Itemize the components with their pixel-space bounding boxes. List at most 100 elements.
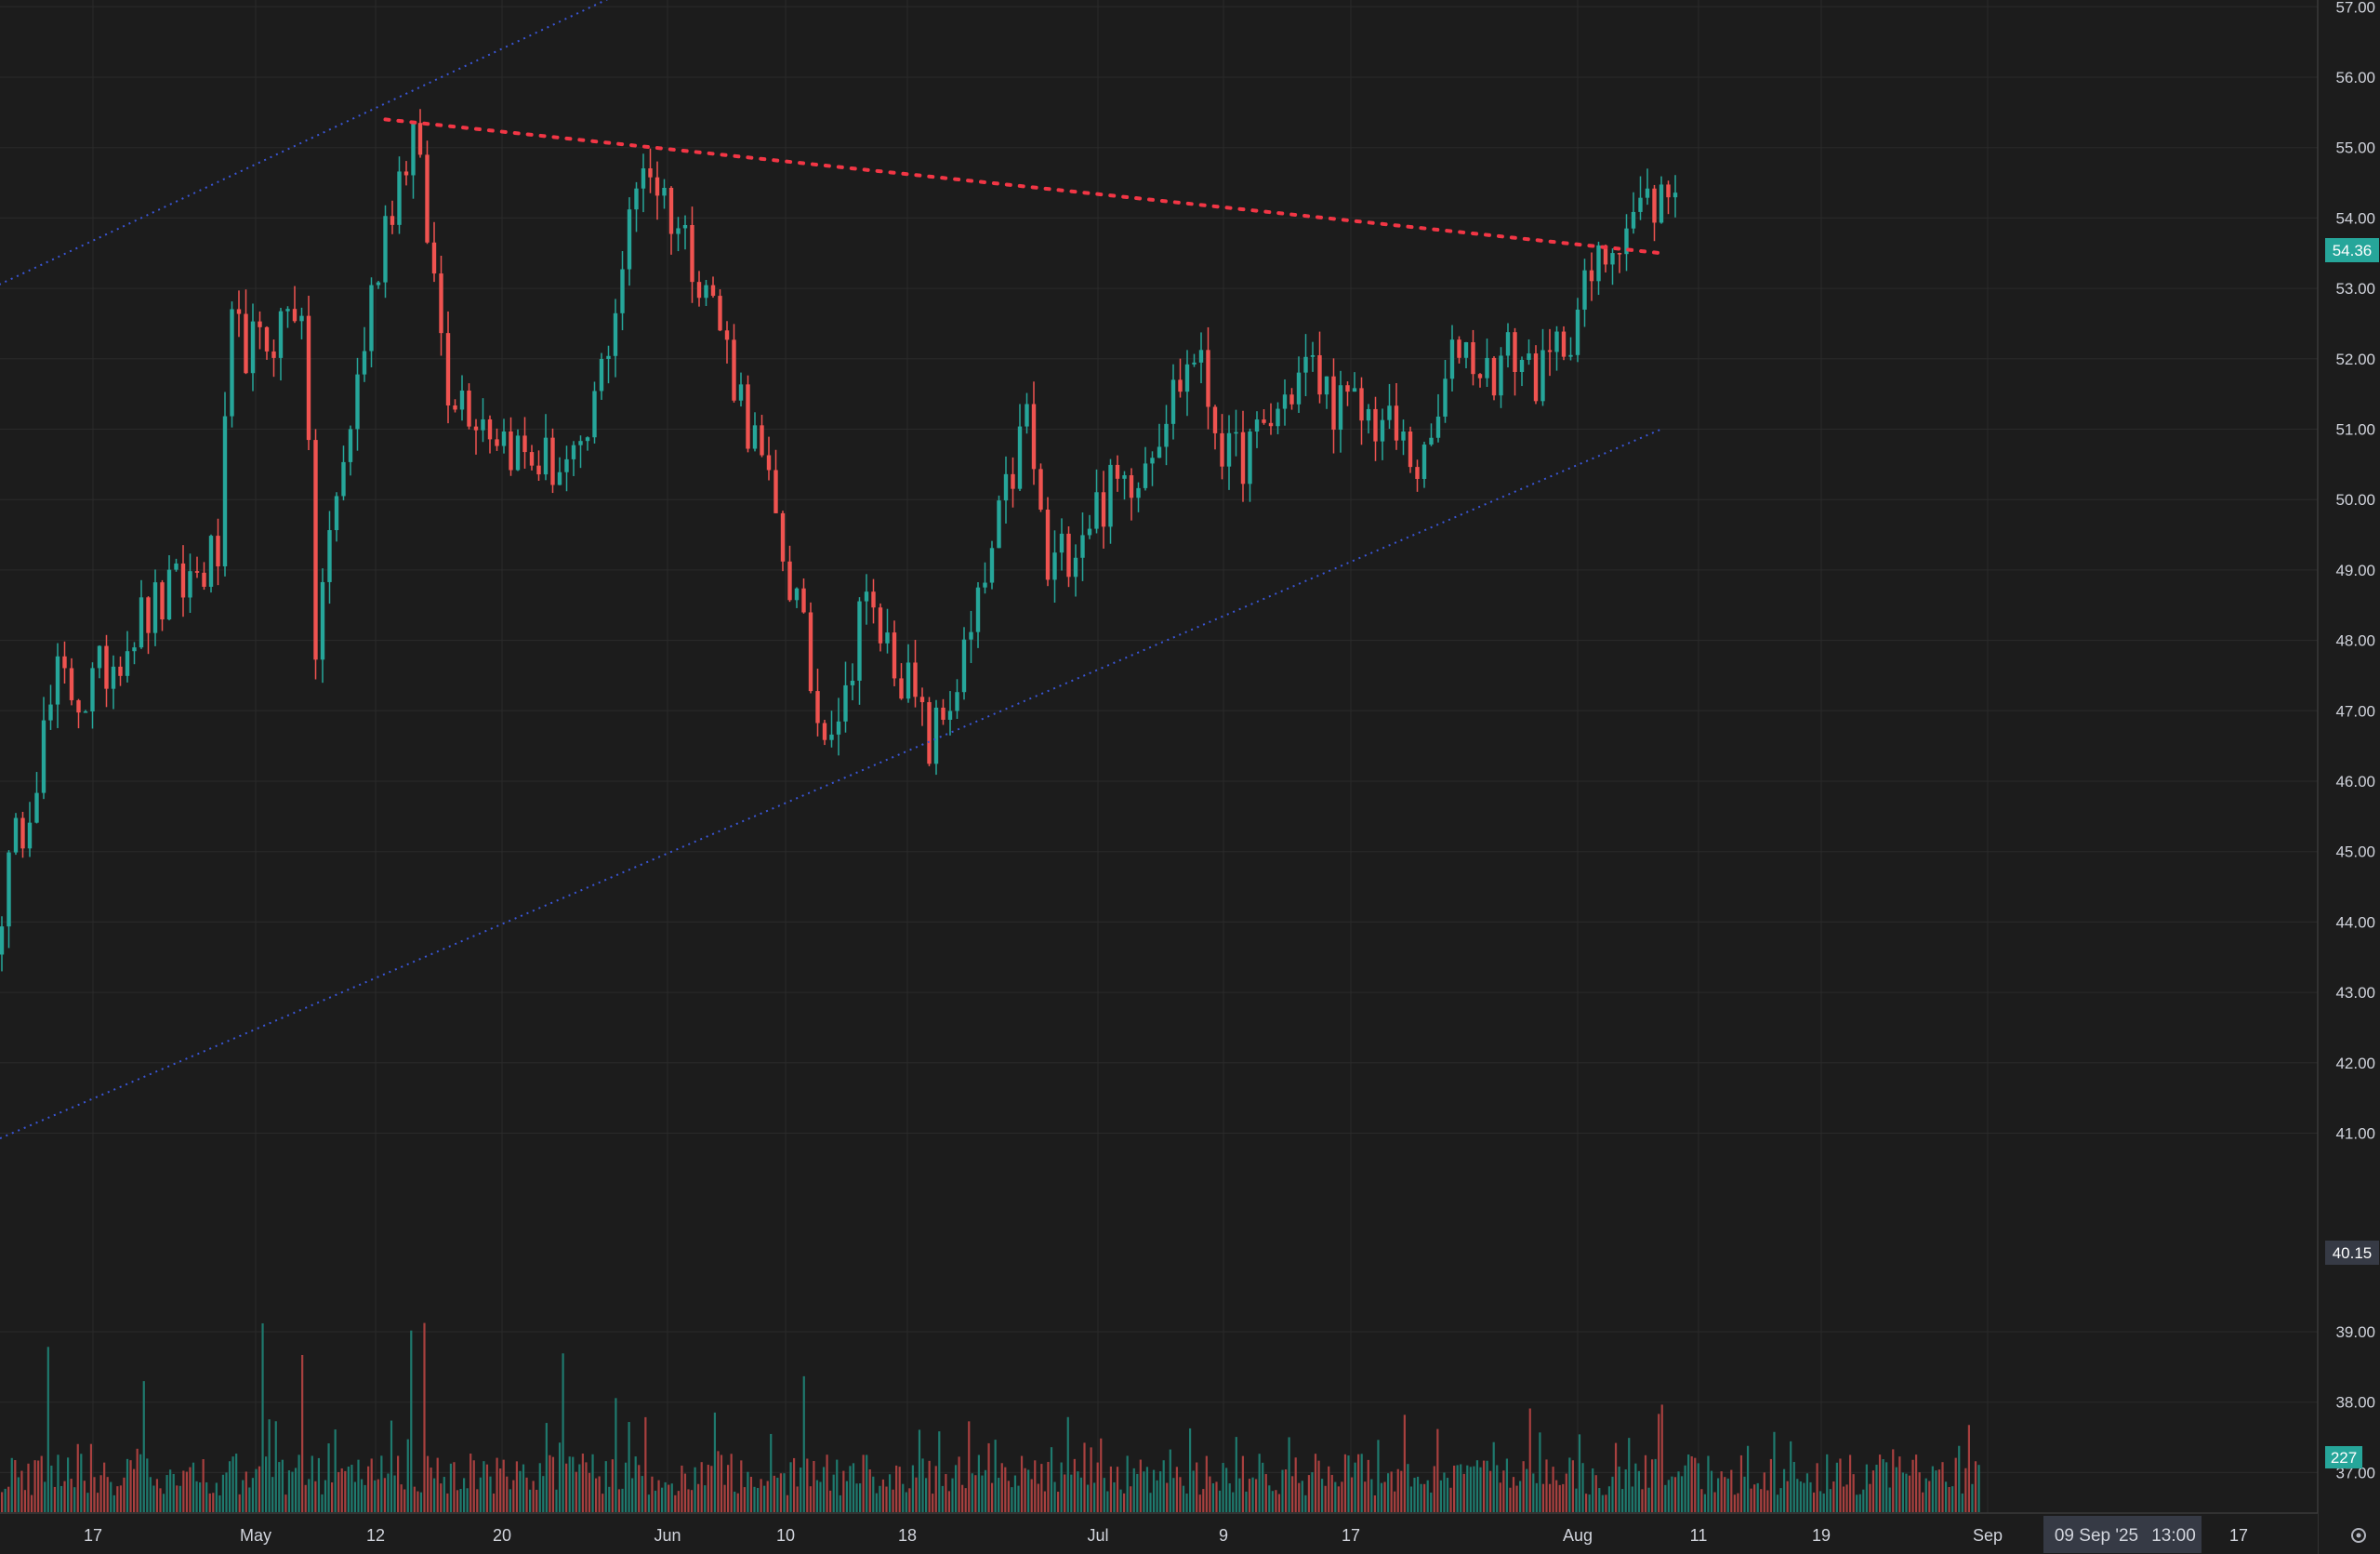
volume-bar (773, 1475, 775, 1512)
candle-body (1463, 341, 1469, 358)
volume-bar (602, 1494, 604, 1512)
candle-body (313, 440, 318, 660)
volume-bar (842, 1470, 845, 1512)
volume-bar (202, 1459, 205, 1512)
volume-bar (57, 1454, 60, 1512)
volume-bar (340, 1468, 343, 1512)
marker-price-badge: 40.15 (2325, 1241, 2379, 1265)
volume-bar (413, 1486, 416, 1512)
candle-body (1610, 253, 1615, 265)
upper-channel-line[interactable] (0, 0, 832, 310)
candle-body (550, 437, 555, 485)
volume-bar (1792, 1462, 1795, 1512)
crosshair-date-label: 09 Sep '25 (2055, 1526, 2138, 1546)
volume-bar (987, 1442, 990, 1512)
volume-bar (1383, 1481, 1386, 1512)
volume-bar (545, 1423, 548, 1512)
candle-body (34, 792, 39, 823)
price-tick-label: 39.00 (2335, 1323, 2375, 1341)
candle-body (1513, 332, 1517, 373)
volume-bar (23, 1490, 27, 1512)
candle-body (1596, 245, 1601, 282)
candle-body (132, 647, 137, 652)
volume-bar (1426, 1480, 1429, 1512)
volume-bar (1628, 1438, 1631, 1512)
volume-bar (786, 1494, 789, 1512)
volume-bar (485, 1464, 489, 1512)
volume-bar (1268, 1485, 1271, 1512)
volume-bar (1776, 1494, 1779, 1512)
volume-bar (575, 1471, 577, 1512)
volume-bar (522, 1464, 525, 1512)
volume-bar (1077, 1471, 1079, 1512)
candle-body (1080, 535, 1085, 558)
price-tick-label: 54.00 (2335, 209, 2375, 227)
volume-bar (1159, 1471, 1162, 1512)
candle-body (1387, 405, 1392, 420)
settings-gear-icon[interactable] (2351, 1528, 2366, 1543)
volume-label: 227 (2331, 1449, 2357, 1467)
volume-bar (423, 1322, 426, 1512)
volume-bar (1449, 1487, 1452, 1512)
volume-bar (1829, 1489, 1831, 1512)
lower-channel-line[interactable] (0, 428, 1662, 1162)
volume-bar (70, 1479, 73, 1512)
volume-bar (10, 1457, 13, 1512)
candle-body (947, 711, 953, 720)
time-axis[interactable] (0, 1513, 2318, 1554)
candle-body (0, 926, 5, 955)
volume-bar (116, 1486, 119, 1512)
volume-bar (1545, 1459, 1548, 1512)
volume-bar (1453, 1465, 1456, 1512)
candle-body (83, 711, 88, 713)
volume-bar (813, 1460, 815, 1512)
volume-bar (588, 1472, 591, 1512)
candle-body (1011, 473, 1015, 489)
candle-body (425, 154, 430, 243)
volume-bar (1479, 1467, 1482, 1512)
volume-bar (189, 1467, 192, 1512)
candle-body (174, 563, 178, 570)
volume-bar (1027, 1469, 1030, 1512)
volume-bar (615, 1398, 617, 1512)
volume-bar (20, 1470, 23, 1512)
trend-lines[interactable] (0, 0, 1663, 1162)
volume-bar (1647, 1487, 1650, 1512)
volume-bar (1245, 1491, 1248, 1512)
volume-bar (1218, 1490, 1222, 1512)
resistance-line[interactable] (383, 117, 1663, 256)
volume-bar (7, 1486, 10, 1512)
volume-bar (826, 1454, 828, 1512)
volume-bar (46, 1347, 49, 1512)
volume-bar (651, 1476, 654, 1512)
volume-bar (265, 1456, 268, 1512)
volume-bar (1311, 1472, 1314, 1512)
volume-bar (1707, 1455, 1710, 1512)
volume-bar (1291, 1476, 1294, 1512)
volume-bar (225, 1472, 228, 1512)
volume-bar (284, 1494, 287, 1512)
volume-bar (1845, 1484, 1848, 1512)
volume-bar (1621, 1489, 1624, 1512)
volume-bar (1007, 1481, 1010, 1512)
volume-bar (205, 1481, 208, 1512)
volume-bar (1205, 1455, 1208, 1512)
volume-bar (872, 1476, 875, 1512)
volume-bar (50, 1465, 53, 1512)
volume-bar (915, 1477, 918, 1512)
volume-bar (1901, 1472, 1904, 1512)
candle-body (417, 123, 423, 155)
volume-bar (1700, 1489, 1703, 1512)
volume-bar (756, 1487, 760, 1512)
candle-body (850, 680, 855, 685)
volume-bar (33, 1460, 36, 1512)
volume-bar (1862, 1489, 1865, 1512)
candle-body (1617, 253, 1622, 255)
candle-body (989, 548, 995, 583)
time-tick-label: 17 (84, 1526, 102, 1545)
volume-bar (463, 1478, 466, 1512)
volume-bar (271, 1477, 274, 1512)
volume-bar (875, 1493, 878, 1512)
volume-bars (1, 1322, 1980, 1512)
